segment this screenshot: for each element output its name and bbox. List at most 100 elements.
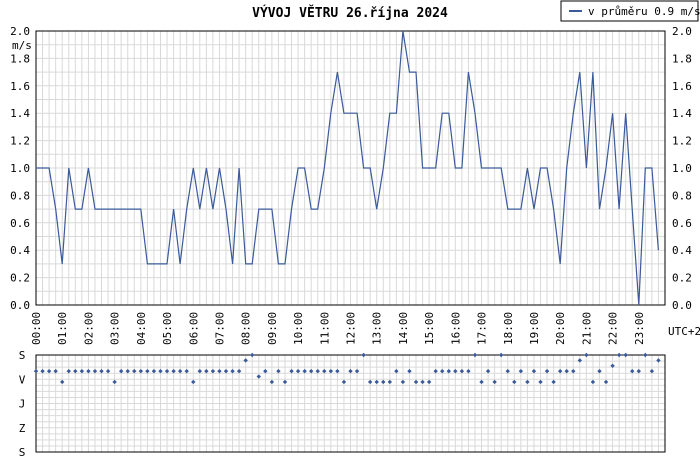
- speed-ytick-left: 0.2: [10, 272, 30, 285]
- speed-xtick-label: 21:00: [580, 312, 593, 345]
- wind-direction-point: [472, 352, 478, 358]
- wind-direction-point: [217, 368, 222, 374]
- wind-speed-plot: 0.0 0.0 0.2 0.2 0.4 0.4 0.6 0.6 0.8 0.8 1.0 1.0 1.2 1…: [10, 25, 700, 345]
- wind-direction-point: [46, 368, 52, 374]
- wind-direction-point: [525, 379, 530, 385]
- speed-xtick-label: 00:00: [30, 312, 43, 345]
- wind-direction-point: [256, 374, 261, 379]
- chart-title: VÝVOJ VĚTRU 26.října 2024: [252, 5, 448, 21]
- speed-ytick-right: 0.4: [672, 244, 692, 257]
- wind-direction-point: [354, 368, 360, 374]
- wind-direction-point: [505, 368, 510, 374]
- wind-direction-point: [236, 368, 242, 374]
- wind-direction-point: [656, 358, 661, 363]
- speed-xtick-label: 16:00: [449, 312, 462, 345]
- wind-direction-point: [440, 368, 445, 374]
- wind-direction-point: [466, 368, 471, 374]
- speed-ytick-left: 1.0: [10, 162, 30, 175]
- wind-direction-point: [177, 368, 183, 374]
- wind-direction-point: [164, 368, 170, 374]
- wind-direction-point: [498, 352, 504, 358]
- speed-xtick-label: 23:00: [633, 312, 646, 345]
- wind-direction-point: [138, 368, 144, 374]
- wind-direction-point: [315, 368, 320, 374]
- wind-direction-point: [381, 379, 386, 385]
- speed-xtick-label: 20:00: [554, 312, 567, 345]
- wind-direction-point: [400, 379, 406, 385]
- wind-direction-point: [413, 379, 419, 385]
- wind-direction-point: [630, 368, 635, 374]
- speed-ytick-left: 0.6: [10, 217, 30, 230]
- wind-direction-point: [92, 368, 98, 374]
- wind-direction-point: [184, 368, 189, 374]
- wind-direction-point: [538, 379, 543, 385]
- wind-direction-point: [335, 368, 340, 374]
- wind-direction-point: [132, 368, 137, 374]
- wind-direction-point: [544, 368, 550, 374]
- speed-ytick-left: 2.0: [10, 25, 30, 38]
- wind-direction-point: [459, 368, 465, 374]
- wind-direction-point: [341, 379, 347, 385]
- wind-direction-point: [145, 368, 150, 374]
- wind-direction-point: [492, 379, 497, 385]
- wind-direction-point: [643, 352, 648, 358]
- wind-direction-point: [446, 368, 451, 374]
- wind-direction-point: [250, 352, 255, 358]
- speed-ytick-left: 1.2: [10, 135, 30, 148]
- speed-xtick-label: 14:00: [397, 312, 410, 345]
- wind-direction-point: [361, 352, 366, 358]
- wind-direction-point: [557, 368, 563, 374]
- wind-direction-point: [387, 379, 393, 385]
- speed-xtick-label: 04:00: [135, 312, 148, 345]
- wind-direction-point: [40, 368, 45, 374]
- legend-box: [560, 0, 699, 22]
- wind-direction-point: [512, 379, 517, 385]
- wind-direction-point: [374, 379, 379, 385]
- wind-direction-point: [367, 379, 373, 385]
- speed-ytick-right: 0.2: [672, 272, 692, 285]
- wind-direction-point: [125, 368, 130, 374]
- wind-direction-point: [394, 368, 399, 374]
- wind-direction-point: [33, 368, 39, 374]
- speed-xtick-label: 03:00: [109, 312, 122, 345]
- speed-xtick-label: 17:00: [476, 312, 489, 345]
- speed-ytick-right: 1.2: [672, 135, 692, 148]
- wind-direction-point: [223, 368, 229, 374]
- wind-direction-point: [86, 368, 91, 374]
- wind-direction-point: [282, 379, 288, 385]
- direction-ytick: J: [19, 398, 26, 411]
- wind-direction-point: [302, 368, 307, 374]
- wind-direction-point: [551, 379, 556, 385]
- speed-xtick-label: 08:00: [240, 312, 253, 345]
- speed-xtick-label: 12:00: [345, 312, 358, 345]
- wind-direction-point: [571, 368, 576, 374]
- speed-ytick-left: 1.8: [10, 52, 30, 65]
- wind-direction-point: [597, 368, 602, 374]
- direction-ytick: Z: [19, 422, 26, 435]
- legend-label: v průměru 0.9 m/s: [588, 5, 700, 18]
- wind-direction-point: [623, 352, 628, 358]
- direction-ytick: S: [19, 349, 26, 362]
- speed-xtick-label: 01:00: [56, 312, 69, 345]
- speed-xtick-label: 13:00: [371, 312, 384, 345]
- wind-direction-point: [564, 368, 569, 374]
- wind-direction-point: [66, 368, 71, 374]
- wind-direction-point: [269, 379, 275, 385]
- speed-ytick-right: 1.6: [672, 80, 692, 93]
- wind-direction-point: [276, 368, 281, 374]
- wind-direction-point: [99, 368, 104, 374]
- wind-direction-point: [263, 368, 268, 374]
- wind-direction-point: [79, 368, 85, 374]
- wind-direction-point: [584, 352, 589, 358]
- wind-direction-point: [610, 363, 615, 368]
- legend: v průměru 0.9 m/s: [560, 0, 700, 22]
- speed-xtick-label: 22:00: [607, 312, 620, 345]
- speed-xtick-label: 02:00: [82, 312, 95, 345]
- wind-direction-point: [426, 379, 432, 385]
- speed-ytick-left: 0.8: [10, 189, 30, 202]
- wind-speed-series-line: [36, 30, 659, 306]
- speed-ytick-left: 0.4: [10, 244, 30, 257]
- wind-direction-point: [53, 368, 58, 374]
- wind-direction-point: [151, 368, 157, 374]
